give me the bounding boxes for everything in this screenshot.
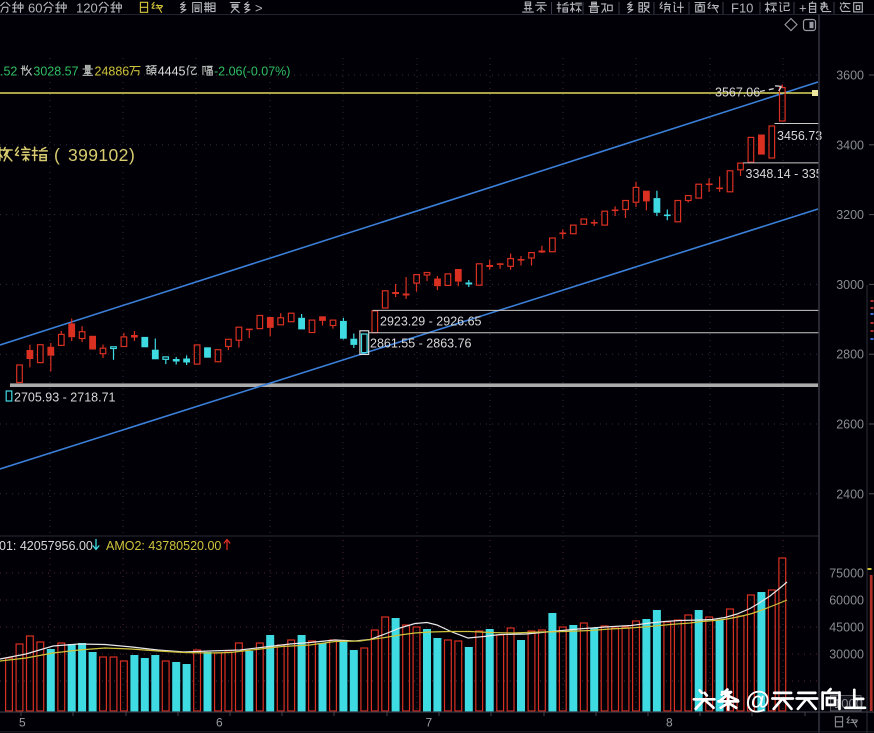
svg-text:3000: 3000 xyxy=(836,278,864,292)
svg-text:): ) xyxy=(129,145,135,165)
svg-text:AMO2: 43780520.00: AMO2: 43780520.00 xyxy=(106,539,221,553)
svg-text:3348.14 - 3357.99: 3348.14 - 3357.99 xyxy=(746,167,848,181)
svg-text:3200: 3200 xyxy=(836,208,864,222)
svg-text:2705.93 - 2718.71: 2705.93 - 2718.71 xyxy=(14,391,116,405)
svg-text:-2.06(-0.07%): -2.06(-0.07%) xyxy=(214,65,290,79)
svg-text:3567.06: 3567.06 xyxy=(715,86,760,100)
svg-text:(: ( xyxy=(54,145,60,165)
svg-text:@: @ xyxy=(746,687,770,715)
svg-text:2800: 2800 xyxy=(836,348,864,362)
svg-text:+: + xyxy=(799,1,807,16)
svg-text:F10: F10 xyxy=(731,1,753,16)
svg-text:3028.57: 3028.57 xyxy=(33,65,78,79)
svg-text:60000: 60000 xyxy=(829,594,864,608)
svg-text:2861.55 - 2863.76: 2861.55 - 2863.76 xyxy=(370,337,472,351)
svg-text:7: 7 xyxy=(426,716,433,730)
svg-text:3600: 3600 xyxy=(836,69,864,83)
svg-text:3400: 3400 xyxy=(836,138,864,152)
svg-text:8: 8 xyxy=(666,716,673,730)
svg-text:120: 120 xyxy=(76,1,98,16)
svg-text:30000: 30000 xyxy=(829,648,864,662)
svg-text:2600: 2600 xyxy=(836,418,864,432)
svg-text:3456.73: 3456.73 xyxy=(777,129,822,143)
svg-text:01: 42057956.00: 01: 42057956.00 xyxy=(0,539,93,553)
svg-text:>: > xyxy=(255,1,263,16)
svg-text:399102: 399102 xyxy=(68,145,129,165)
svg-text:2400: 2400 xyxy=(836,487,864,501)
svg-text:5: 5 xyxy=(19,716,26,730)
svg-text:60: 60 xyxy=(28,1,42,16)
svg-text:6: 6 xyxy=(216,716,223,730)
svg-text:4445: 4445 xyxy=(158,65,186,79)
svg-text:2923.29 - 2926.65: 2923.29 - 2926.65 xyxy=(380,315,482,329)
svg-text:45000: 45000 xyxy=(829,621,864,635)
svg-text:75000: 75000 xyxy=(829,567,864,581)
svg-text:.52: .52 xyxy=(0,65,17,79)
svg-text:24886: 24886 xyxy=(95,65,130,79)
